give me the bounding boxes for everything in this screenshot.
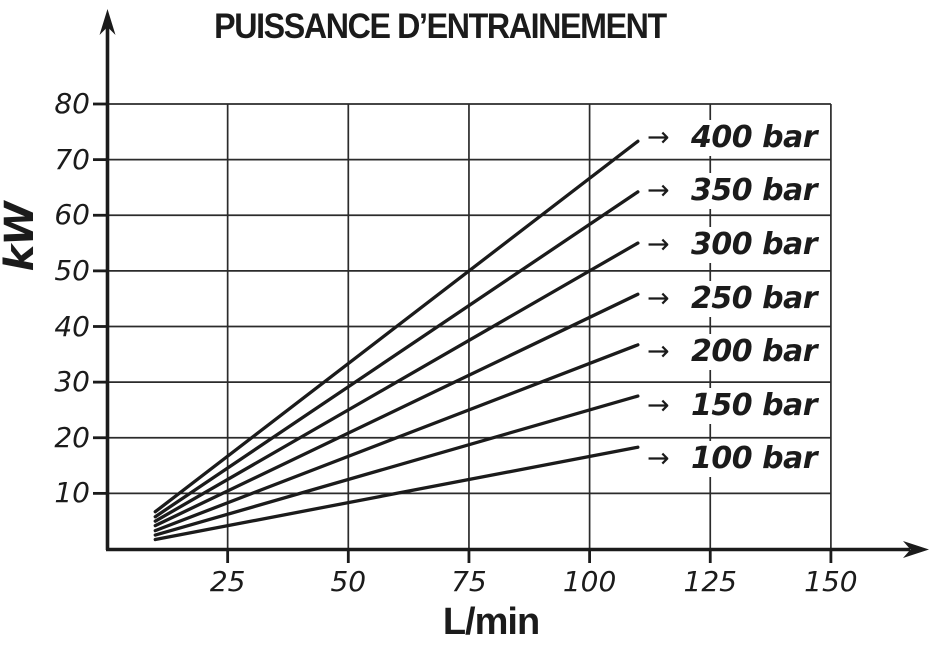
series-label-350-bar: → 350 bar	[643, 173, 828, 210]
y-tick-label: 40	[54, 309, 90, 343]
series-label-text: 150 bar	[691, 387, 818, 423]
series-label-100-bar: → 100 bar	[643, 441, 828, 478]
x-tick-label: 25	[209, 565, 246, 598]
series-label-text: 400 bar	[691, 120, 818, 156]
series-line-300-bar	[153, 241, 640, 523]
arrow-right-icon: →	[647, 389, 670, 421]
y-tick-label: 70	[54, 142, 90, 176]
series-label-text: 250 bar	[691, 280, 818, 316]
series-label-200-bar: → 200 bar	[643, 333, 828, 370]
series-label-text: 300 bar	[691, 227, 818, 263]
x-axis-arrow-icon	[903, 541, 929, 558]
y-tick-label: 50	[54, 253, 90, 287]
x-tick-label: 150	[804, 565, 858, 598]
y-tick-label: 10	[54, 476, 90, 510]
arrow-right-icon: →	[647, 122, 670, 154]
series-label-300-bar: → 300 bar	[643, 227, 828, 264]
arrow-right-icon: →	[647, 335, 670, 367]
x-tick-label: 75	[451, 565, 487, 598]
series-label-text: 350 bar	[691, 173, 818, 209]
series-label-150-bar: → 150 bar	[643, 387, 828, 424]
y-tick-label: 60	[54, 198, 90, 232]
series-line-250-bar	[153, 292, 640, 528]
y-tick-label: 20	[54, 420, 90, 454]
arrow-right-icon: →	[647, 175, 670, 207]
arrow-right-icon: →	[647, 229, 670, 261]
series-line-200-bar	[153, 343, 640, 533]
y-tick-label: 30	[54, 365, 90, 399]
series-line-150-bar	[153, 394, 640, 537]
series-label-250-bar: → 250 bar	[643, 280, 828, 317]
x-axis-label: L/min	[442, 601, 540, 643]
series-label-text: 100 bar	[691, 441, 818, 477]
y-axis-arrow-icon	[99, 9, 116, 35]
series-line-100-bar	[153, 445, 640, 542]
x-tick-label: 125	[683, 565, 737, 598]
series-line-400-bar	[153, 139, 640, 514]
x-tick-label: 100	[562, 565, 617, 598]
series-label-400-bar: → 400 bar	[643, 120, 828, 157]
series-label-text: 200 bar	[691, 333, 818, 369]
series-line-350-bar	[153, 190, 640, 519]
y-tick-label: 80	[54, 87, 90, 120]
arrow-right-icon: →	[647, 443, 670, 475]
x-tick-label: 50	[330, 565, 367, 598]
arrow-right-icon: →	[647, 282, 670, 314]
chart-title: PUISSANCE D’ENTRAINEMENT	[214, 7, 667, 46]
